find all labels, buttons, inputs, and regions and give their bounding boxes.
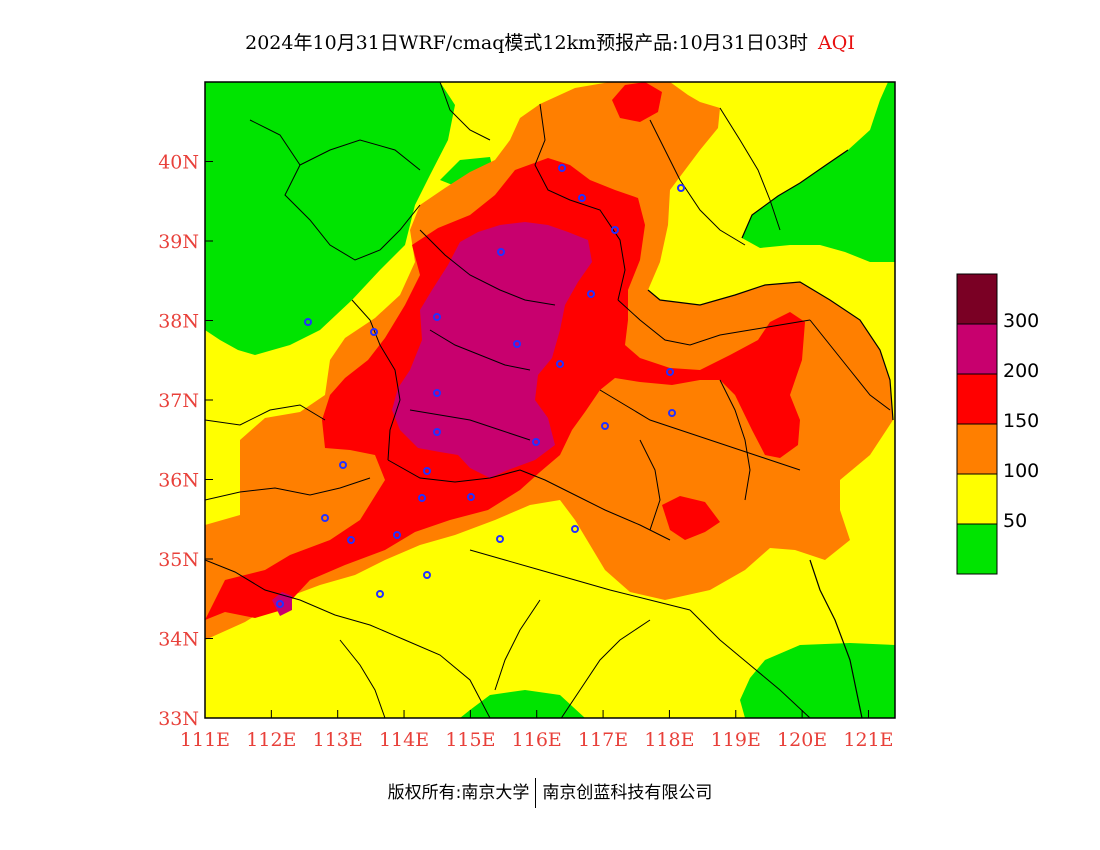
latitude-axis: 40N 39N 38N 37N 36N 35N 34N 33N xyxy=(158,152,213,730)
latitude-tick-label: 35N xyxy=(158,549,199,571)
city-marker xyxy=(587,290,595,298)
aqi-medium-area-north-tip xyxy=(612,82,662,122)
legend-swatch xyxy=(956,473,998,525)
city-marker xyxy=(418,494,426,502)
longitude-tick-label: 120E xyxy=(777,729,827,751)
city-marker xyxy=(433,313,441,321)
legend-label: 300 xyxy=(1003,310,1039,332)
coastline xyxy=(647,149,894,718)
city-marker xyxy=(423,467,431,475)
latitude-tick-label: 39N xyxy=(158,231,199,253)
city-marker xyxy=(677,184,685,192)
latitude-tick-label: 33N xyxy=(158,708,199,730)
city-marker xyxy=(532,438,540,446)
latitude-tick-label: 34N xyxy=(158,629,199,651)
longitude-tick-label: 111E xyxy=(180,729,230,751)
city-marker xyxy=(467,493,475,501)
latitude-tick-label: 37N xyxy=(158,390,199,412)
city-markers xyxy=(276,164,685,608)
latitude-tick-label: 40N xyxy=(158,152,199,174)
aqi-good-area-northwest xyxy=(205,82,455,355)
legend-swatch xyxy=(956,423,998,475)
city-marker xyxy=(558,164,566,172)
aqi-medium-area-southeast-patch xyxy=(662,496,720,540)
city-marker xyxy=(611,226,619,234)
map-title: 2024年10月31日WRF/cmaq模式12km预报产品:10月31日03时 A… xyxy=(0,28,1100,55)
aqi-legend: 300 200 150 100 50 xyxy=(956,273,1039,575)
longitude-tick-label: 115E xyxy=(445,729,495,751)
longitude-tick-label: 116E xyxy=(512,729,562,751)
longitude-axis: 111E 112E 113E 114E 115E 116E 117E 118E 119E 120E… xyxy=(180,710,894,751)
footer-left: 版权所有:南京大学 xyxy=(387,783,530,803)
city-marker xyxy=(393,531,401,539)
province-boundaries xyxy=(205,82,891,718)
aqi-good-area-south xyxy=(460,690,585,718)
legend-swatch xyxy=(956,523,998,575)
city-marker xyxy=(666,368,674,376)
footer-right: 南京创蓝科技有限公司 xyxy=(542,783,713,803)
city-marker xyxy=(321,514,329,522)
city-marker xyxy=(496,535,504,543)
city-marker xyxy=(276,600,284,608)
aqi-light-area-north-patch xyxy=(610,120,660,150)
longitude-tick-label: 119E xyxy=(711,729,761,751)
longitude-tick-label: 113E xyxy=(313,729,363,751)
aqi-good-area-northeast xyxy=(742,82,895,262)
longitude-tick-label: 121E xyxy=(843,729,893,751)
city-marker xyxy=(339,461,347,469)
footer-separator xyxy=(535,778,537,808)
city-marker xyxy=(433,389,441,397)
longitude-tick-label: 112E xyxy=(246,729,296,751)
legend-label: 100 xyxy=(1003,460,1039,482)
legend-swatch xyxy=(956,373,998,425)
city-marker xyxy=(513,340,521,348)
longitude-tick-label: 118E xyxy=(644,729,694,751)
legend-swatch xyxy=(956,273,998,325)
city-marker xyxy=(556,360,564,368)
legend-label: 150 xyxy=(1003,410,1039,432)
longitude-tick-label: 114E xyxy=(379,729,429,751)
city-marker xyxy=(578,194,586,202)
aqi-field xyxy=(205,82,895,718)
legend-label: 200 xyxy=(1003,360,1039,382)
city-marker xyxy=(601,422,609,430)
city-marker xyxy=(497,248,505,256)
legend-swatch xyxy=(956,323,998,375)
aqi-good-area-southeast xyxy=(740,643,895,718)
city-marker xyxy=(304,318,312,326)
city-marker xyxy=(571,525,579,533)
latitude-tick-label: 38N xyxy=(158,311,199,333)
city-marker xyxy=(668,409,676,417)
city-marker xyxy=(423,571,431,579)
city-marker xyxy=(347,536,355,544)
city-marker xyxy=(433,428,441,436)
legend-label: 50 xyxy=(1003,510,1027,532)
title-product: AQI xyxy=(818,32,855,54)
city-marker xyxy=(370,328,378,336)
aqi-heavy-area-main xyxy=(392,222,592,478)
city-marker xyxy=(376,590,384,598)
copyright-footer: 版权所有:南京大学 南京创蓝科技有限公司 xyxy=(0,778,1100,808)
title-text: 2024年10月31日WRF/cmaq模式12km预报产品:10月31日03时 xyxy=(245,32,809,54)
latitude-tick-label: 36N xyxy=(158,470,199,492)
longitude-tick-label: 117E xyxy=(578,729,628,751)
